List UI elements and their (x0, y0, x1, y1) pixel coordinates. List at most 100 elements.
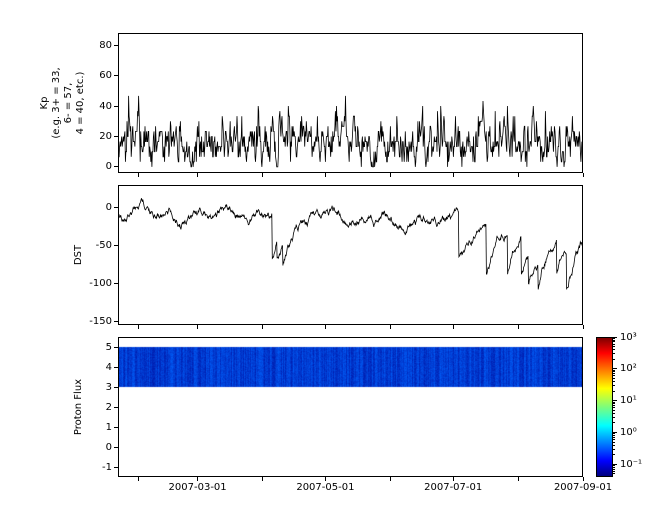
colorbar-tick-mark (613, 431, 617, 433)
colorbar-tick-mark (613, 463, 617, 465)
y-tick-label: 5 (105, 341, 112, 353)
y-tick-mark (114, 166, 118, 168)
colorbar-minor-tick-mark (613, 337, 615, 339)
x-tick-label: 2007-09-01 (553, 482, 613, 493)
y-tick-mark (114, 320, 118, 322)
x-tick-mark (452, 173, 454, 177)
y-tick-mark (114, 105, 118, 107)
x-tick-mark (262, 325, 264, 329)
kp-panel (118, 33, 583, 173)
x-tick-mark (138, 173, 140, 177)
x-tick-mark (389, 173, 391, 177)
y-tick-label: 80 (99, 39, 112, 51)
y-tick-mark (114, 207, 118, 209)
colorbar-minor-tick-mark (613, 346, 615, 348)
y-tick-label: 60 (99, 70, 112, 82)
colorbar-minor-tick-mark (613, 466, 615, 468)
proton-flux-heatmap (118, 337, 583, 477)
colorbar-tick-label: 10⁻¹ (620, 458, 643, 470)
colorbar-tick-mark (613, 400, 617, 402)
x-tick-mark (138, 325, 140, 329)
y-tick-label: -150 (89, 315, 112, 327)
y-tick-mark (114, 406, 118, 408)
x-tick-mark (197, 477, 199, 481)
x-tick-label: 2007-07-01 (424, 482, 483, 493)
x-tick-mark (517, 477, 519, 481)
colorbar (596, 337, 613, 477)
x-tick-mark (197, 173, 199, 177)
kp-axis-label-line: Kp (39, 96, 50, 110)
colorbar-minor-tick-mark (613, 422, 615, 424)
x-tick-label: 2007-05-01 (296, 482, 355, 493)
colorbar-minor-tick-mark (613, 341, 615, 343)
colorbar-tick-label: 10³ (620, 331, 637, 343)
colorbar-minor-tick-mark (613, 371, 615, 373)
y-tick-label: 40 (99, 100, 112, 112)
y-tick-label: 0 (105, 202, 112, 214)
colorbar-minor-tick-mark (613, 409, 615, 411)
colorbar-minor-tick-mark (613, 448, 615, 450)
colorbar-minor-tick-mark (613, 473, 615, 475)
y-tick-label: 20 (99, 130, 112, 142)
colorbar-minor-tick-mark (613, 468, 615, 470)
y-tick-mark (114, 75, 118, 77)
x-tick-label: 2007-03-01 (168, 482, 227, 493)
colorbar-tick-label: 10¹ (620, 395, 637, 407)
colorbar-minor-tick-mark (613, 454, 615, 456)
colorbar-minor-tick-mark (613, 403, 615, 405)
x-tick-mark (452, 477, 454, 481)
x-tick-mark (262, 477, 264, 481)
y-tick-label: 2 (105, 401, 112, 413)
colorbar-minor-tick-mark (613, 441, 615, 443)
x-tick-mark (452, 325, 454, 329)
x-tick-mark (389, 325, 391, 329)
colorbar-minor-tick-mark (613, 373, 615, 375)
x-tick-mark (389, 477, 391, 481)
colorbar-minor-tick-mark (613, 416, 615, 418)
y-tick-mark (114, 366, 118, 368)
proton-flux-panel (118, 337, 583, 477)
y-tick-mark (114, 135, 118, 137)
colorbar-minor-tick-mark (613, 444, 615, 446)
colorbar-minor-tick-mark (613, 377, 615, 379)
colorbar-tick-label: 10⁰ (620, 426, 637, 438)
y-tick-mark (114, 282, 118, 284)
colorbar-minor-tick-mark (613, 412, 615, 414)
y-tick-label: 1 (105, 421, 112, 433)
colorbar-minor-tick-mark (613, 401, 615, 403)
colorbar-minor-tick-mark (613, 343, 615, 345)
y-tick-mark (114, 446, 118, 448)
colorbar-minor-tick-mark (613, 465, 615, 467)
colorbar-minor-tick-mark (613, 384, 615, 386)
x-tick-mark (582, 477, 584, 481)
y-tick-label: 0 (105, 161, 112, 173)
x-tick-mark (197, 325, 199, 329)
colorbar-minor-tick-mark (613, 369, 615, 371)
y-tick-mark (114, 346, 118, 348)
kp-series-line (118, 95, 583, 168)
y-tick-mark (114, 426, 118, 428)
y-tick-label: 3 (105, 381, 112, 393)
x-tick-mark (582, 325, 584, 329)
colorbar-minor-tick-mark (613, 339, 615, 341)
y-tick-label: 0 (105, 441, 112, 453)
colorbar-minor-tick-mark (613, 375, 615, 377)
y-tick-label: 4 (105, 361, 112, 373)
colorbar-minor-tick-mark (613, 436, 615, 438)
x-tick-mark (582, 173, 584, 177)
colorbar-minor-tick-mark (613, 433, 615, 435)
x-tick-mark (324, 325, 326, 329)
kp-axis-label-line: (e.g. 3+ = 33, (51, 67, 62, 139)
colorbar-minor-tick-mark (613, 435, 615, 437)
y-tick-label: -1 (102, 461, 112, 473)
colorbar-tick-mark (613, 368, 617, 370)
y-tick-mark (114, 44, 118, 46)
colorbar-minor-tick-mark (613, 439, 615, 440)
x-tick-mark (324, 173, 326, 177)
colorbar-minor-tick-mark (613, 358, 615, 360)
colorbar-minor-tick-mark (613, 405, 615, 407)
x-tick-mark (262, 173, 264, 177)
y-tick-mark (114, 466, 118, 468)
x-tick-mark (324, 477, 326, 481)
